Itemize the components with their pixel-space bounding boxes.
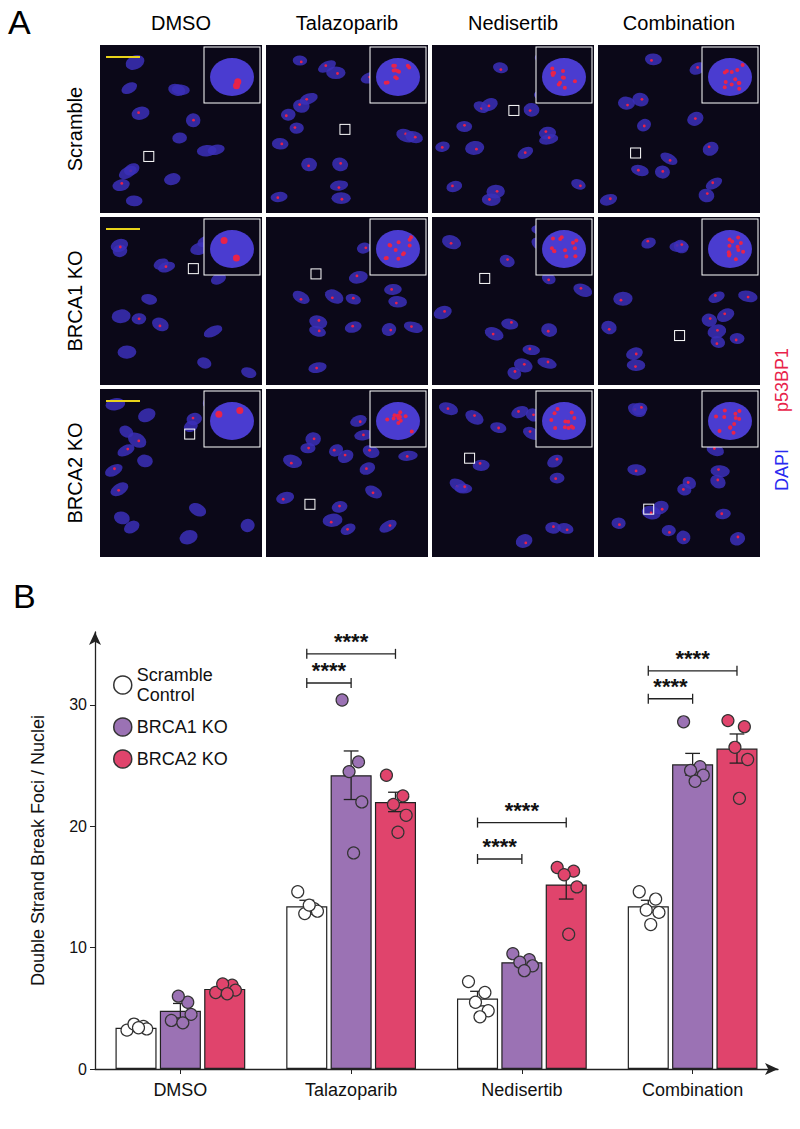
svg-text:0: 0 [78, 1061, 87, 1078]
svg-text:30: 30 [69, 696, 87, 713]
svg-text:Talazoparib: Talazoparib [296, 12, 398, 34]
svg-text:B: B [13, 577, 36, 615]
svg-text:****: **** [505, 798, 540, 823]
svg-text:DMSO: DMSO [153, 1080, 207, 1100]
svg-text:BRCA1 KO: BRCA1 KO [137, 717, 228, 737]
svg-text:BRCA2 KO: BRCA2 KO [137, 749, 228, 769]
svg-text:Double Strand Break Foci / Nuc: Double Strand Break Foci / Nuclei [28, 715, 48, 986]
svg-text:BRCA2 KO: BRCA2 KO [64, 422, 86, 523]
svg-text:10: 10 [69, 939, 87, 956]
svg-text:****: **** [676, 646, 711, 671]
svg-text:DMSO: DMSO [151, 12, 211, 34]
svg-text:Combination: Combination [642, 1080, 743, 1100]
svg-text:Combination: Combination [623, 12, 735, 34]
svg-text:DAPI: DAPI [772, 449, 792, 491]
svg-text:20: 20 [69, 818, 87, 835]
svg-text:p53BP1: p53BP1 [772, 348, 792, 412]
svg-text:Nedisertib: Nedisertib [481, 1080, 562, 1100]
svg-text:A: A [8, 3, 31, 41]
svg-text:****: **** [483, 834, 518, 859]
svg-text:Scramble: Scramble [64, 87, 86, 171]
svg-text:Scramble: Scramble [137, 665, 213, 685]
svg-text:****: **** [653, 674, 688, 699]
svg-text:****: **** [334, 629, 369, 654]
svg-text:****: **** [312, 658, 347, 683]
svg-text:Control: Control [137, 685, 195, 705]
svg-text:BRCA1 KO: BRCA1 KO [64, 250, 86, 351]
svg-text:Nedisertib: Nedisertib [468, 12, 558, 34]
svg-text:Talazoparib: Talazoparib [305, 1080, 397, 1100]
